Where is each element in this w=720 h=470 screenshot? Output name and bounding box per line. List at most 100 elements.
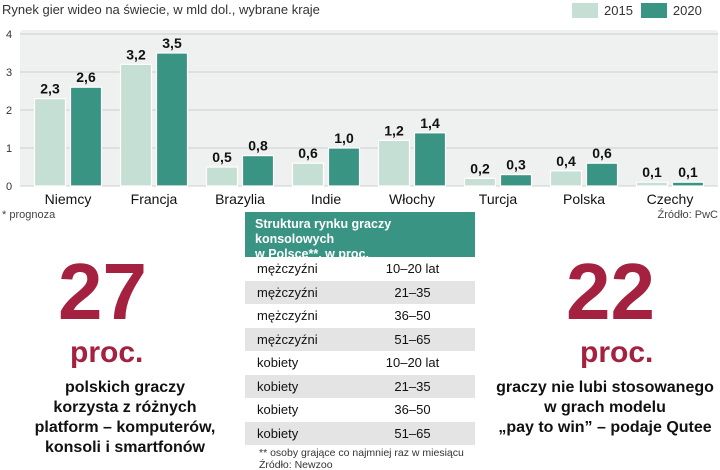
left-stat-text: polskich graczy korzysta z różnych platf… <box>10 378 240 458</box>
right-stat-line: graczy nie lubi stosowanego <box>496 379 714 396</box>
table-row: mężczyźni 51–65 <box>245 327 475 351</box>
chart-title: Rynek gier wideo na świecie, w mld dol.,… <box>2 2 320 17</box>
data-label: 0,1 <box>678 164 698 180</box>
table-cell-gender: kobiety <box>257 425 299 441</box>
table-cell-gender: kobiety <box>257 378 299 394</box>
y-tick-label: 1 <box>6 143 12 155</box>
bar-2015 <box>33 97 67 187</box>
gamer-structure-table: Struktura rynku graczy konsolowych w Pol… <box>245 212 475 470</box>
table-cell-age: 10–20 lat <box>385 355 440 371</box>
legend-swatch-2020 <box>640 3 667 18</box>
bar-2020 <box>155 52 189 187</box>
bar-2020 <box>671 181 705 187</box>
bar-2020 <box>413 132 447 187</box>
right-stat-line: w grach modelu <box>544 399 666 416</box>
chart-footnote: * prognoza <box>2 209 56 221</box>
bar-2015 <box>205 166 239 187</box>
table-body: mężczyźni 10–20 lat mężczyźni 21–35 mężczyźn… <box>245 257 475 445</box>
data-label: 0,6 <box>298 145 318 161</box>
table-row: kobiety 51–65 <box>245 421 475 445</box>
left-stat-number: 27 <box>58 247 147 336</box>
table-row: mężczyźni 10–20 lat <box>245 257 475 281</box>
right-stat-number: 22 <box>566 247 655 336</box>
left-stat-line: polskich graczy <box>64 379 186 396</box>
y-tick-label: 2 <box>6 105 12 117</box>
x-tick-label: Brazylia <box>215 191 265 207</box>
data-label: 0,3 <box>506 157 526 173</box>
y-tick-label: 4 <box>6 29 12 41</box>
y-tick-label: 3 <box>6 67 12 79</box>
y-tick-label: 0 <box>6 181 12 193</box>
data-label: 2,6 <box>76 69 96 85</box>
chart-source: Źródło: PwC <box>657 209 718 221</box>
bar-2020 <box>241 155 275 187</box>
table-row: mężczyźni 21–35 <box>245 280 475 304</box>
table-cell-gender: kobiety <box>257 355 299 371</box>
data-label: 0,1 <box>642 164 662 180</box>
data-label: 0,6 <box>592 145 612 161</box>
x-tick-label: Czechy <box>647 191 694 207</box>
table-cell-gender: mężczyźni <box>257 308 318 324</box>
bar-2015 <box>463 177 497 187</box>
left-stat-line: korzysta z różnych <box>53 399 197 416</box>
data-label: 0,4 <box>556 153 576 169</box>
bar-2015 <box>635 181 669 187</box>
table-cell-age: 51–65 <box>394 425 431 441</box>
legend-label-2020: 2020 <box>672 3 702 18</box>
table-note: ** osoby grające co najmniej raz w miesi… <box>245 447 475 470</box>
data-label: 0,8 <box>248 138 268 154</box>
right-stat-text: graczy nie lubi stosowanego w grach mode… <box>490 378 720 438</box>
right-stat-unit: proc. <box>580 336 654 369</box>
x-tick-label: Polska <box>563 191 605 207</box>
bar-2015 <box>377 139 411 187</box>
data-label: 0,2 <box>470 160 490 176</box>
plot-background <box>20 30 718 186</box>
x-tick-label: Turcja <box>479 191 518 207</box>
data-label: 0,5 <box>212 149 232 165</box>
legend-item-2015: 2015 <box>572 3 633 18</box>
table-row: kobiety 10–20 lat <box>245 351 475 375</box>
bar-2015 <box>119 63 153 187</box>
table-note-line: Źródło: Newzoo <box>259 459 333 470</box>
table-cell-age: 21–35 <box>394 284 431 300</box>
bar-2020 <box>327 147 361 187</box>
table-header-line: w Polsce**, w proc. <box>255 247 369 261</box>
left-stat-line: konsoli i smartfonów <box>44 439 205 456</box>
x-tick-label: Indie <box>311 191 342 207</box>
table-row: kobiety 36–50 <box>245 398 475 422</box>
bar-2020 <box>585 162 619 187</box>
legend-swatch-2015 <box>572 3 598 18</box>
data-label: 2,3 <box>40 81 60 97</box>
table-cell-age: 36–50 <box>394 308 431 324</box>
table-cell-age: 21–35 <box>394 378 431 394</box>
data-label: 1,0 <box>334 130 354 146</box>
table-cell-gender: mężczyźni <box>257 261 318 277</box>
data-label: 1,2 <box>384 122 404 138</box>
x-tick-label: Włochy <box>389 191 435 207</box>
x-tick-label: Niemcy <box>45 191 92 207</box>
bar-2015 <box>291 162 325 187</box>
table-row: mężczyźni 36–50 <box>245 304 475 328</box>
chart-legend: 2015 2020 <box>572 3 702 18</box>
data-label: 3,2 <box>126 46 146 62</box>
data-label: 3,5 <box>162 35 182 51</box>
table-header-line: Struktura rynku graczy konsolowych <box>255 217 392 246</box>
table-cell-gender: mężczyźni <box>257 284 318 300</box>
table-row: kobiety 21–35 <box>245 374 475 398</box>
legend-label-2015: 2015 <box>604 3 633 18</box>
table-cell-gender: kobiety <box>257 402 299 418</box>
bar-2020 <box>69 86 103 187</box>
table-header: Struktura rynku graczy konsolowych w Pol… <box>245 212 475 261</box>
bar-2020 <box>499 174 533 187</box>
table-cell-gender: mężczyźni <box>257 331 318 347</box>
right-stat-line: „pay to win” – podaje Qutee <box>498 419 712 436</box>
bar-chart: 0 1 2 3 4 2,3 2,6 Niemcy 3,2 3,5 Francja 0,5 0,8 Braz… <box>6 29 718 207</box>
left-stat-line: platform – komputerów, <box>34 419 216 436</box>
table-cell-age: 51–65 <box>394 331 431 347</box>
left-stat-unit: proc. <box>70 336 144 369</box>
legend-item-2020: 2020 <box>640 3 702 18</box>
data-label: 1,4 <box>420 115 440 131</box>
bar-2015 <box>549 170 583 187</box>
table-note-line: ** osoby grające co najmniej raz w miesi… <box>259 447 464 459</box>
x-tick-label: Francja <box>131 191 178 207</box>
